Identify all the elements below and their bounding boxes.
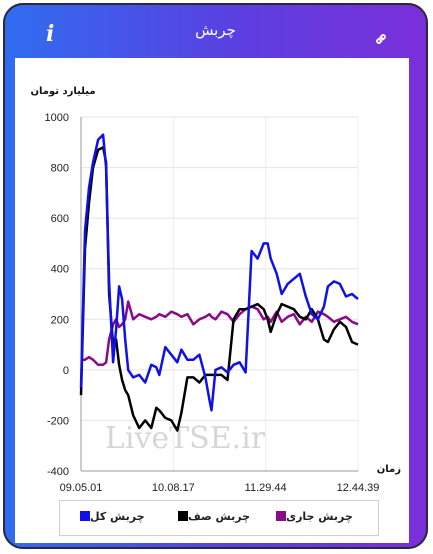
legend-swatch-total [80, 511, 90, 521]
page-title: چربش [195, 21, 236, 39]
legend-label-queue: چربش صف [188, 510, 251, 523]
app-card: i چربش LiveTSE.ir 1000 800 600 400 200 0 -200 -… [3, 3, 428, 549]
x-tick-label: 11.29.44 [245, 482, 287, 494]
y-tick-label: 1000 [45, 112, 69, 124]
y-tick-label: -200 [47, 415, 69, 427]
y-tick-label: 0 [63, 365, 69, 377]
legend-swatch-queue [178, 511, 188, 521]
legend-item-queue[interactable]: چربش صف [172, 510, 250, 523]
watermark: LiveTSE.ir [105, 421, 266, 456]
legend: چربش جاری چربش صف چربش کل [59, 500, 379, 536]
x-tick-label: 10.08.17 [152, 482, 195, 494]
y-axis-label: میلیارد تومان [30, 86, 95, 97]
y-tick-label: 400 [51, 264, 69, 276]
legend-label-current: چربش جاری [286, 510, 353, 523]
y-tick-label: 200 [51, 314, 69, 326]
legend-swatch-current [276, 511, 286, 521]
series-line-total [79, 133, 359, 412]
legend-item-current[interactable]: چربش جاری [270, 510, 353, 523]
x-tick-label: 09.05.01 [60, 482, 103, 494]
y-tick-label: 600 [51, 213, 69, 225]
line-chart: LiveTSE.ir 1000 800 600 400 200 0 -200 -400 09.0… [30, 86, 401, 494]
legend-item-total[interactable]: چربش کل [74, 510, 145, 523]
chart-panel: LiveTSE.ir 1000 800 600 400 200 0 -200 -400 09.0… [15, 58, 409, 543]
x-axis-label: زمان [377, 464, 401, 475]
x-tick-label: 12.44.39 [337, 482, 380, 494]
link-icon[interactable] [373, 31, 389, 47]
y-tick-label: -400 [47, 466, 69, 478]
series-line-queue [79, 146, 359, 432]
y-tick-label: 800 [51, 163, 69, 175]
header-bar: i چربش [3, 3, 428, 59]
legend-label-total: چربش کل [90, 510, 145, 523]
info-icon[interactable]: i [46, 21, 55, 47]
